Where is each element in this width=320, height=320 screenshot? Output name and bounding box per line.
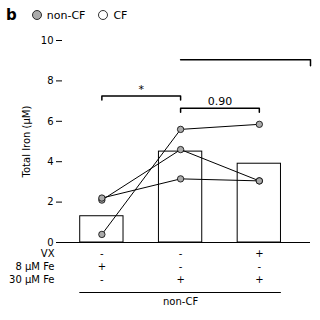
svg-text:2: 2	[47, 196, 53, 207]
svg-text:+: +	[98, 261, 106, 272]
svg-text:8 μM Fe: 8 μM Fe	[15, 261, 54, 272]
html-text:CF: CF	[113, 8, 128, 22]
svg-text:8: 8	[47, 75, 53, 86]
html-text:non-CF: non-CF	[46, 8, 86, 22]
svg-text:-: -	[179, 261, 183, 272]
svg-text:6: 6	[47, 116, 53, 127]
svg-text:*: *	[138, 83, 144, 96]
svg-text:VX: VX	[41, 248, 55, 259]
svg-text:Total Iron (μM): Total Iron (μM)	[21, 106, 32, 179]
svg-text:-: -	[100, 248, 104, 259]
svg-text:+: +	[255, 248, 263, 259]
svg-text:4: 4	[47, 156, 53, 167]
svg-text:-: -	[100, 274, 104, 285]
svg-text:+: +	[255, 274, 263, 285]
svg-text:-: -	[258, 261, 262, 272]
svg-text:+: +	[176, 274, 184, 285]
svg-text:non-CF: non-CF	[163, 296, 198, 307]
svg-text:30 μM Fe: 30 μM Fe	[9, 274, 54, 285]
html-text:b: b	[6, 6, 17, 24]
svg-text:10: 10	[41, 35, 54, 46]
svg-text:0.90: 0.90	[208, 95, 233, 108]
svg-text:0: 0	[47, 237, 53, 248]
svg-text:-: -	[179, 248, 183, 259]
